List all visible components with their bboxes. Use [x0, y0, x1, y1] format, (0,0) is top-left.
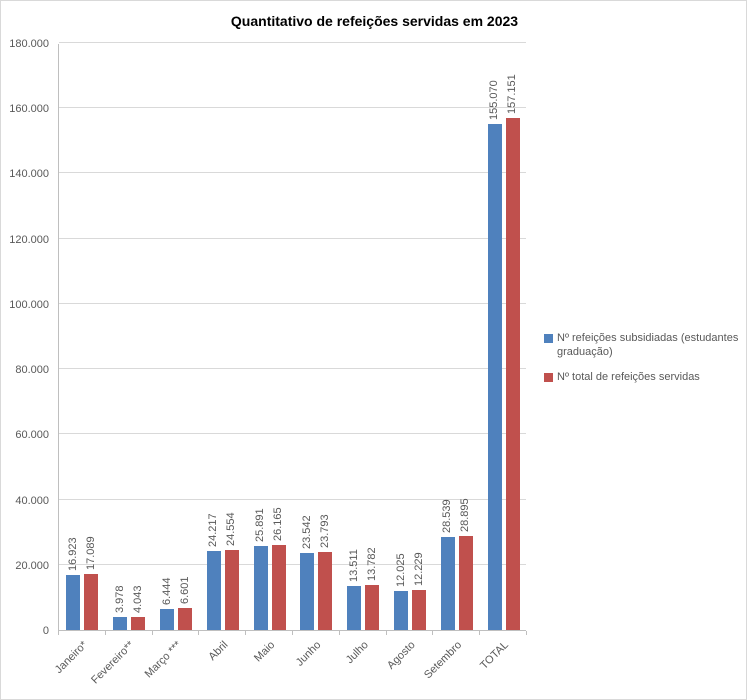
- y-tick-label: 80.000: [15, 364, 49, 377]
- bar-series2-Junho: [318, 552, 333, 630]
- bar-value-label: 24.554: [225, 512, 238, 546]
- bar-value-label: 17.089: [84, 536, 97, 571]
- bar-series1-Fevereiro**: [113, 617, 128, 630]
- bar-value-label: 6.444: [160, 577, 173, 605]
- x-category-label: Fevereiro**: [89, 639, 137, 687]
- x-category-label: Julho: [343, 639, 371, 667]
- legend-swatch-icon: [544, 334, 553, 343]
- bar-series1-Abril: [206, 551, 221, 630]
- y-tick-label: 160.000: [9, 103, 49, 116]
- gridline-140000: [59, 172, 526, 174]
- bar-value-label: 12.025: [394, 553, 407, 587]
- x-axis-tick: [479, 631, 481, 635]
- legend-label: Nº refeições subsidiadas (estudantes gra…: [557, 332, 739, 358]
- bar-value-label: 24.217: [207, 513, 220, 548]
- gridline-60000: [59, 433, 526, 435]
- bar-series1-Janeiro*: [66, 574, 81, 630]
- legend-swatch-icon: [544, 373, 553, 382]
- chart-title: Quantitativo de refeições servidas em 20…: [230, 13, 519, 29]
- x-axis-tick: [338, 631, 340, 635]
- x-axis-tick: [385, 631, 387, 635]
- legend-item-series2: Nº total de refeições servidas: [544, 370, 740, 384]
- gridline-180000: [59, 42, 526, 43]
- bar-value-label: 157.151: [506, 73, 519, 114]
- x-category-label: Setembro: [422, 639, 465, 682]
- x-axis-tick: [104, 631, 106, 635]
- x-category-label: Abril: [206, 639, 231, 664]
- bar-series1-TOTAL: [487, 124, 502, 630]
- bar-series2-Maio: [271, 544, 286, 630]
- bar-value-label: 23.793: [318, 514, 331, 549]
- bar-value-label: 3.978: [113, 585, 126, 614]
- bar-series1-Setembro: [440, 536, 455, 630]
- x-category-label: Junho: [294, 639, 324, 669]
- y-tick-label: 100.000: [9, 298, 49, 311]
- bar-series2-Março ***: [178, 608, 192, 630]
- bar-series2-Agosto: [412, 590, 426, 630]
- y-tick-label: 180.000: [9, 38, 49, 50]
- bar-value-label: 28.895: [459, 498, 472, 532]
- bar-value-label: 13.782: [365, 547, 378, 582]
- bar-value-label: 4.043: [131, 585, 144, 613]
- bar-value-label: 16.923: [66, 537, 79, 571]
- bar-series1-Junho: [300, 553, 315, 630]
- legend-item-series1: Nº refeições subsidiadas (estudantes gra…: [544, 331, 740, 359]
- bar-series2-Julho: [365, 585, 380, 630]
- plot-area: 16.923 3.978 6.444 24.217 25.891 23.542 13.511…: [58, 42, 526, 631]
- x-category-label: Agosto: [384, 639, 418, 672]
- x-category-label: Janeiro*: [52, 639, 90, 677]
- y-tick-label: 140.000: [9, 168, 49, 181]
- bar-value-label: 6.601: [178, 576, 191, 605]
- bar-value-label: 23.542: [300, 515, 313, 550]
- bar-value-label: 25.891: [254, 507, 267, 542]
- gridline-120000: [59, 237, 526, 239]
- x-axis-tick: [526, 631, 527, 635]
- bar-value-label: 28.539: [441, 499, 454, 533]
- bar-series1-Maio: [253, 545, 268, 630]
- y-tick-label: 60.000: [15, 429, 49, 442]
- bar-series2-Janeiro*: [84, 574, 99, 630]
- gridline-80000: [59, 368, 526, 370]
- y-tick-label: 120.000: [9, 233, 49, 246]
- x-axis-tick: [432, 631, 434, 635]
- bar-series2-Fevereiro**: [131, 616, 146, 630]
- y-tick-label: 40.000: [15, 494, 49, 507]
- bar-value-label: 13.511: [347, 549, 360, 582]
- gridline-40000: [59, 498, 526, 500]
- x-axis-tick: [198, 631, 200, 635]
- bar-series2-Setembro: [458, 535, 473, 630]
- bar-series2-Abril: [224, 549, 239, 630]
- bar-series1-Agosto: [394, 590, 408, 630]
- bar-series1-Julho: [347, 585, 362, 630]
- gridline-20000: [59, 563, 526, 565]
- gridline-160000: [59, 107, 526, 109]
- legend: Nº refeições subsidiadas (estudantes gra…: [544, 331, 740, 384]
- bar-value-label: 12.229: [412, 552, 425, 587]
- y-tick-label: 0: [42, 625, 49, 637]
- legend-label: Nº total de refeições servidas: [557, 371, 700, 383]
- x-category-label: TOTAL: [478, 639, 512, 672]
- bar-value-label: 155.070: [488, 80, 501, 121]
- gridline-100000: [59, 302, 526, 304]
- x-axis-tick: [245, 631, 247, 635]
- bar-value-label: 26.165: [272, 507, 285, 541]
- bar-series2-TOTAL: [505, 117, 520, 630]
- bar-series1-Março ***: [160, 609, 174, 630]
- x-category-label: Março ***: [142, 639, 184, 681]
- x-category-label: Maio: [251, 639, 278, 665]
- x-axis-tick: [292, 631, 293, 635]
- x-axis-tick: [151, 631, 153, 635]
- y-tick-label: 20.000: [15, 559, 49, 572]
- x-axis-tick: [58, 631, 59, 635]
